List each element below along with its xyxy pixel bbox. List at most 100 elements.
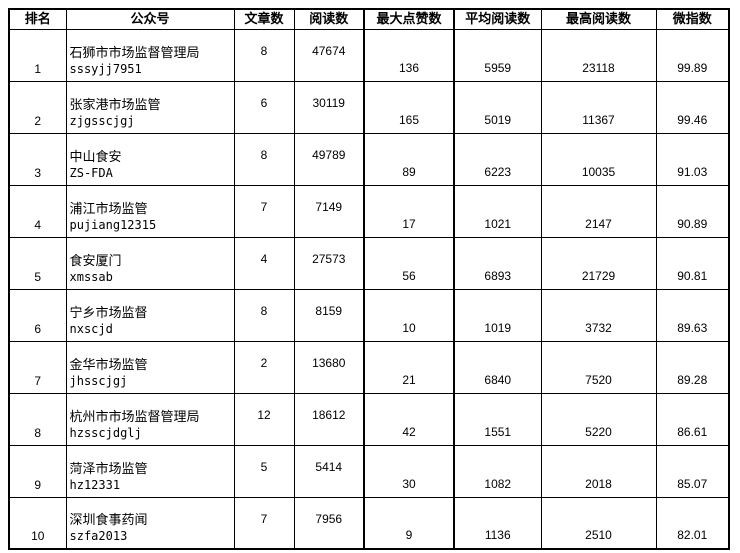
table-row: 8 杭州市市场监督管理局 hzsscjdglj 12 18612 42 1551… — [8, 392, 730, 446]
table-row: 10 深圳食事药闻 szfa2013 7 7956 9 1136 2510 82… — [8, 496, 730, 550]
micro-index-cell: 90.81 — [655, 236, 730, 290]
rank-cell: 5 — [8, 236, 67, 290]
rank-cell: 4 — [8, 184, 67, 238]
reads-count-cell: 7956 — [293, 496, 365, 550]
avg-reads-cell: 1136 — [453, 496, 542, 550]
avg-reads-cell: 1551 — [453, 392, 542, 446]
avg-reads-cell: 1019 — [453, 288, 542, 342]
reads-count-cell: 30119 — [293, 80, 365, 134]
reads-count-cell: 27573 — [293, 236, 365, 290]
table-row: 4 浦江市场监管 pujiang12315 7 7149 17 1021 214… — [8, 184, 730, 238]
header-row: 排名 公众号 文章数 阅读数 最大点赞数 平均阅读数 最高阅读数 微指数 — [8, 8, 730, 30]
table-row: 7 金华市场监管 jhsscjgj 2 13680 21 6840 7520 8… — [8, 340, 730, 394]
header-articles: 文章数 — [233, 8, 295, 30]
max-likes-cell: 42 — [363, 392, 455, 446]
avg-reads-cell: 5019 — [453, 80, 542, 134]
account-name: 石狮市市场监督管理局 — [69, 44, 200, 60]
micro-index-cell: 85.07 — [655, 444, 730, 498]
account-cell: 中山食安 ZS-FDA — [65, 132, 235, 186]
account-id: sssyjj7951 — [69, 61, 142, 76]
max-likes-cell: 89 — [363, 132, 455, 186]
reads-count-cell: 47674 — [293, 28, 365, 82]
reads-count-cell: 7149 — [293, 184, 365, 238]
account-id: hzsscjdglj — [69, 425, 142, 440]
account-cell: 宁乡市场监督 nxscjd — [65, 288, 235, 342]
account-id: pujiang12315 — [69, 217, 157, 232]
micro-index-cell: 91.03 — [655, 132, 730, 186]
account-cell: 食安厦门 xmssab — [65, 236, 235, 290]
rank-cell: 7 — [8, 340, 67, 394]
table-row: 3 中山食安 ZS-FDA 8 49789 89 6223 10035 91.0… — [8, 132, 730, 186]
articles-count-cell: 8 — [233, 28, 295, 82]
account-name: 食安厦门 — [69, 252, 122, 268]
avg-reads-cell: 6893 — [453, 236, 542, 290]
header-avg-reads: 平均阅读数 — [453, 8, 542, 30]
articles-count-cell: 7 — [233, 184, 295, 238]
account-id: jhsscjgj — [69, 373, 128, 388]
articles-count-cell: 8 — [233, 132, 295, 186]
account-cell: 金华市场监管 jhsscjgj — [65, 340, 235, 394]
max-likes-cell: 9 — [363, 496, 455, 550]
max-likes-cell: 136 — [363, 28, 455, 82]
header-account: 公众号 — [65, 8, 235, 30]
top-reads-cell: 2510 — [540, 496, 657, 550]
max-likes-cell: 10 — [363, 288, 455, 342]
account-name: 杭州市市场监督管理局 — [69, 408, 200, 424]
reads-count-cell: 49789 — [293, 132, 365, 186]
top-reads-cell: 21729 — [540, 236, 657, 290]
articles-count-cell: 6 — [233, 80, 295, 134]
header-reads: 阅读数 — [293, 8, 365, 30]
rank-cell: 10 — [8, 496, 67, 550]
account-cell: 深圳食事药闻 szfa2013 — [65, 496, 235, 550]
account-name: 金华市场监管 — [69, 356, 148, 372]
top-reads-cell: 2147 — [540, 184, 657, 238]
avg-reads-cell: 6840 — [453, 340, 542, 394]
max-likes-cell: 21 — [363, 340, 455, 394]
avg-reads-cell: 1082 — [453, 444, 542, 498]
articles-count-cell: 12 — [233, 392, 295, 446]
table-row: 1 石狮市市场监督管理局 sssyjj7951 8 47674 136 5959… — [8, 28, 730, 82]
top-reads-cell: 23118 — [540, 28, 657, 82]
account-name: 中山食安 — [69, 148, 122, 164]
rank-cell: 9 — [8, 444, 67, 498]
avg-reads-cell: 6223 — [453, 132, 542, 186]
micro-index-cell: 89.28 — [655, 340, 730, 394]
reads-count-cell: 5414 — [293, 444, 365, 498]
avg-reads-cell: 1021 — [453, 184, 542, 238]
top-reads-cell: 3732 — [540, 288, 657, 342]
rank-cell: 1 — [8, 28, 67, 82]
articles-count-cell: 5 — [233, 444, 295, 498]
max-likes-cell: 17 — [363, 184, 455, 238]
micro-index-cell: 89.63 — [655, 288, 730, 342]
micro-index-cell: 86.61 — [655, 392, 730, 446]
account-ranking-table: 排名 公众号 文章数 阅读数 最大点赞数 平均阅读数 最高阅读数 微指数 1 石… — [8, 8, 730, 550]
top-reads-cell: 2018 — [540, 444, 657, 498]
account-id: nxscjd — [69, 321, 113, 336]
micro-index-cell: 99.46 — [655, 80, 730, 134]
header-index: 微指数 — [655, 8, 730, 30]
top-reads-cell: 7520 — [540, 340, 657, 394]
account-cell: 浦江市场监管 pujiang12315 — [65, 184, 235, 238]
top-reads-cell: 11367 — [540, 80, 657, 134]
account-cell: 石狮市市场监督管理局 sssyjj7951 — [65, 28, 235, 82]
articles-count-cell: 7 — [233, 496, 295, 550]
account-id: hz12331 — [69, 477, 121, 492]
rank-cell: 6 — [8, 288, 67, 342]
rank-cell: 8 — [8, 392, 67, 446]
table-row: 9 菏泽市场监管 hz12331 5 5414 30 1082 2018 85.… — [8, 444, 730, 498]
account-name: 张家港市场监管 — [69, 96, 161, 112]
articles-count-cell: 4 — [233, 236, 295, 290]
max-likes-cell: 30 — [363, 444, 455, 498]
account-cell: 杭州市市场监督管理局 hzsscjdglj — [65, 392, 235, 446]
table-row: 6 宁乡市场监督 nxscjd 8 8159 10 1019 3732 89.6… — [8, 288, 730, 342]
account-name: 深圳食事药闻 — [69, 512, 148, 527]
articles-count-cell: 2 — [233, 340, 295, 394]
micro-index-cell: 99.89 — [655, 28, 730, 82]
max-likes-cell: 56 — [363, 236, 455, 290]
articles-count-cell: 8 — [233, 288, 295, 342]
avg-reads-cell: 5959 — [453, 28, 542, 82]
account-cell: 菏泽市场监管 hz12331 — [65, 444, 235, 498]
header-top-reads: 最高阅读数 — [540, 8, 657, 30]
header-rank: 排名 — [8, 8, 67, 30]
top-reads-cell: 5220 — [540, 392, 657, 446]
